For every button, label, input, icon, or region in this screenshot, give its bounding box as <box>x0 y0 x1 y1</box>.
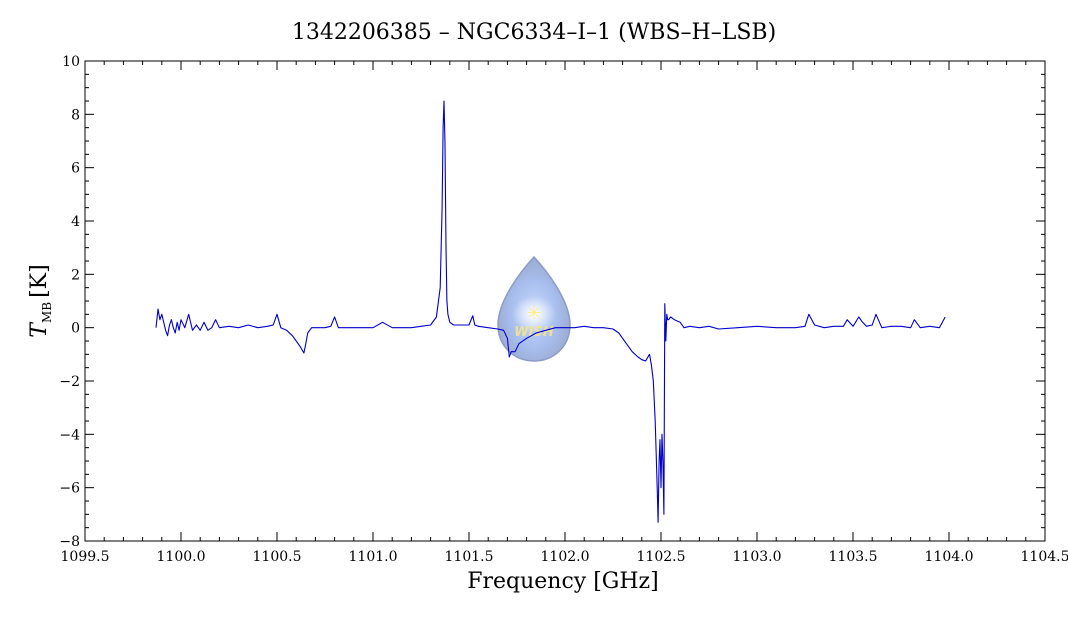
x-tick-label: 1099.5 <box>61 549 110 565</box>
spectrum-line <box>155 100 946 523</box>
watermark-glow <box>512 296 556 332</box>
axis-ticks <box>84 60 1046 542</box>
x-tick-label: 1104.0 <box>925 549 974 565</box>
y-tick-label: 4 <box>71 214 80 230</box>
x-tick-label: 1102.0 <box>541 549 590 565</box>
y-tick-label: 10 <box>62 54 80 70</box>
x-tick-label: 1101.0 <box>349 549 398 565</box>
y-tick-label: 8 <box>71 107 80 123</box>
y-tick-label: −2 <box>59 374 80 390</box>
watermark-star-icon: ✳ <box>526 303 541 324</box>
y-tick-label: −8 <box>59 534 80 550</box>
y-tick-label: 6 <box>71 161 80 177</box>
chart-title: 1342206385 – NGC6334–I–1 (WBS–H–LSB) <box>292 20 776 45</box>
y-tick-label: 2 <box>71 267 80 283</box>
y-axis-label-symbol: T <box>27 321 52 338</box>
x-tick-label: 1101.5 <box>445 549 494 565</box>
y-tick-labels: −8 −6 −4 −2 0 2 4 6 8 10 <box>59 54 80 550</box>
y-tick-label: 0 <box>71 321 80 337</box>
x-tick-label: 1104.5 <box>1021 549 1068 565</box>
y-axis-label: TMB [K] <box>27 264 54 337</box>
wish-watermark: ✳ WISH <box>497 255 571 362</box>
x-tick-label: 1103.5 <box>829 549 878 565</box>
svg-text:TMB[K]: TMB [K] <box>27 264 54 337</box>
x-tick-label: 1100.0 <box>157 549 206 565</box>
watermark-label: WISH <box>514 325 554 340</box>
y-tick-label: −4 <box>59 427 80 443</box>
y-tick-label: −6 <box>59 481 80 497</box>
y-axis-label-subscript: MB <box>40 302 54 323</box>
x-tick-label: 1100.5 <box>253 549 302 565</box>
x-axis-label: Frequency [GHz] <box>467 569 659 594</box>
x-tick-label: 1102.5 <box>637 549 686 565</box>
x-tick-labels: 1099.5 1100.0 1100.5 1101.0 1101.5 1102.0 1102… <box>61 549 1068 565</box>
y-axis-label-unit: [K] <box>27 264 52 298</box>
x-tick-label: 1103.0 <box>733 549 782 565</box>
